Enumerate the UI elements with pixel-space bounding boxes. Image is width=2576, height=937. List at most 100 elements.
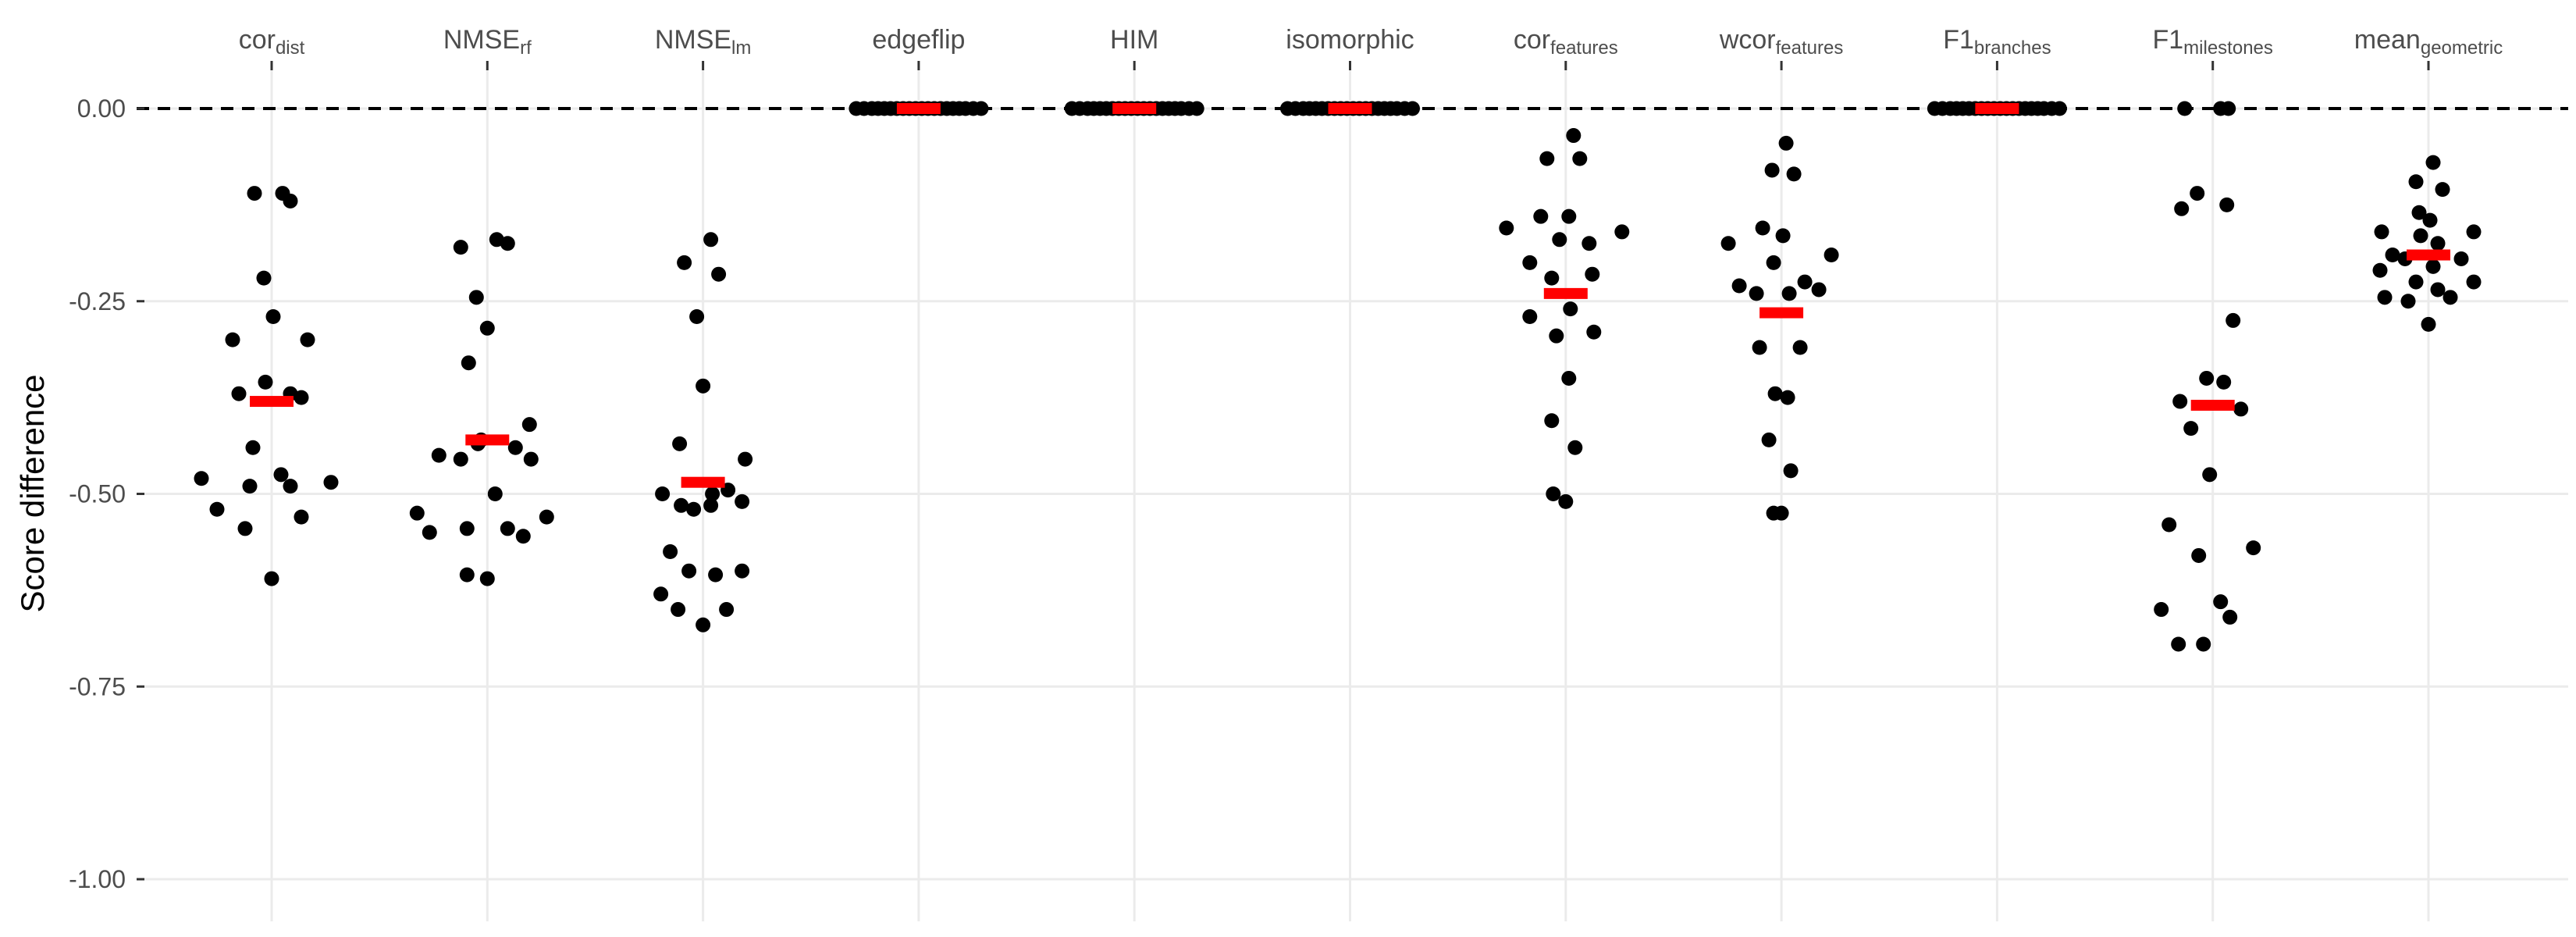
data-point	[256, 270, 272, 286]
median-marker	[465, 434, 510, 446]
y-tick-label: -0.50	[69, 480, 126, 508]
median-marker	[2407, 249, 2450, 261]
data-point	[2413, 228, 2428, 244]
data-point	[2430, 236, 2446, 251]
data-point	[2374, 224, 2389, 240]
data-point	[1586, 324, 1602, 340]
data-point	[1552, 232, 1567, 248]
data-point	[705, 486, 720, 501]
y-tick-label: -0.75	[69, 672, 126, 700]
grid-lines	[143, 70, 2568, 921]
median-marker	[896, 103, 941, 114]
data-point	[2411, 205, 2427, 220]
data-point	[2443, 290, 2458, 305]
data-point	[1792, 340, 1808, 355]
data-point	[2435, 182, 2450, 198]
data-point	[1778, 135, 1794, 151]
category-label: cordist	[239, 25, 305, 59]
y-tick-label: 0.00	[77, 94, 126, 123]
data-point	[2430, 282, 2446, 297]
median-marker	[1759, 307, 1804, 319]
data-point	[2191, 547, 2207, 563]
data-point	[409, 505, 425, 521]
category-label: HIM	[1110, 25, 1158, 55]
data-point	[2466, 224, 2482, 240]
data-point	[686, 501, 702, 517]
data-point	[1572, 151, 1588, 166]
data-point	[300, 332, 315, 347]
data-point	[294, 390, 309, 405]
data-point	[283, 193, 298, 208]
data-point	[2222, 609, 2238, 625]
data-point	[738, 451, 753, 467]
data-point	[1749, 286, 1764, 301]
data-point	[1544, 413, 1560, 429]
data-point	[735, 563, 750, 579]
data-point	[1533, 208, 1549, 224]
data-point	[422, 525, 437, 540]
data-point	[2172, 394, 2188, 409]
data-point	[1499, 220, 1514, 236]
axes: 0.00 -0.25 -0.50 -0.75 -1.00 cordist NMSErf NMS…	[69, 25, 2503, 893]
data-point	[1405, 101, 1420, 116]
data-point	[507, 440, 523, 455]
data-point	[2174, 201, 2190, 216]
category-label: meangeometric	[2354, 25, 2503, 59]
data-point	[2161, 517, 2177, 533]
data-point	[1563, 301, 1578, 317]
data-point	[1811, 282, 1827, 297]
data-point	[515, 529, 531, 544]
data-point	[2408, 274, 2424, 290]
median-markers	[250, 103, 2450, 488]
data-point	[1614, 224, 1630, 240]
data-point	[225, 332, 240, 347]
data-point	[1783, 463, 1799, 479]
data-point	[2202, 467, 2218, 483]
data-point	[1549, 328, 1564, 344]
data-point	[247, 186, 262, 201]
data-point	[681, 563, 697, 579]
data-point	[1566, 128, 1582, 144]
data-point	[2233, 401, 2249, 417]
data-point	[2422, 212, 2438, 228]
data-point	[453, 240, 468, 255]
data-point	[689, 308, 705, 324]
data-point	[973, 101, 989, 116]
data-point	[459, 567, 475, 583]
data-point	[1561, 208, 1577, 224]
data-point	[323, 475, 339, 490]
data-point	[2372, 262, 2388, 278]
data-point	[1567, 440, 1583, 455]
data-point	[1731, 278, 1747, 294]
data-point	[500, 521, 515, 536]
y-axis-title: Score difference	[14, 374, 51, 612]
data-point	[1582, 236, 1597, 251]
data-point	[523, 451, 539, 467]
data-point	[711, 266, 727, 282]
median-marker	[1975, 103, 2019, 114]
data-point	[1561, 370, 1577, 386]
category-label: corfeatures	[1514, 25, 1618, 59]
data-point	[2183, 421, 2199, 436]
data-point	[703, 232, 719, 248]
data-point	[245, 440, 261, 455]
data-point	[461, 355, 476, 371]
data-point	[2196, 636, 2211, 652]
data-point	[703, 497, 719, 513]
data-point	[674, 497, 689, 513]
data-point	[1775, 228, 1791, 244]
y-tick-label: -1.00	[69, 865, 126, 893]
data-point	[671, 602, 686, 618]
data-point	[521, 417, 537, 433]
data-point	[2213, 594, 2229, 610]
data-point	[209, 501, 225, 517]
data-point	[2466, 274, 2482, 290]
data-point	[655, 486, 671, 501]
data-point	[264, 571, 279, 586]
data-point	[708, 567, 724, 583]
data-point	[459, 521, 475, 536]
data-point	[1752, 340, 1767, 355]
data-point	[487, 486, 503, 501]
data-point	[294, 509, 309, 525]
median-marker	[1112, 103, 1157, 114]
